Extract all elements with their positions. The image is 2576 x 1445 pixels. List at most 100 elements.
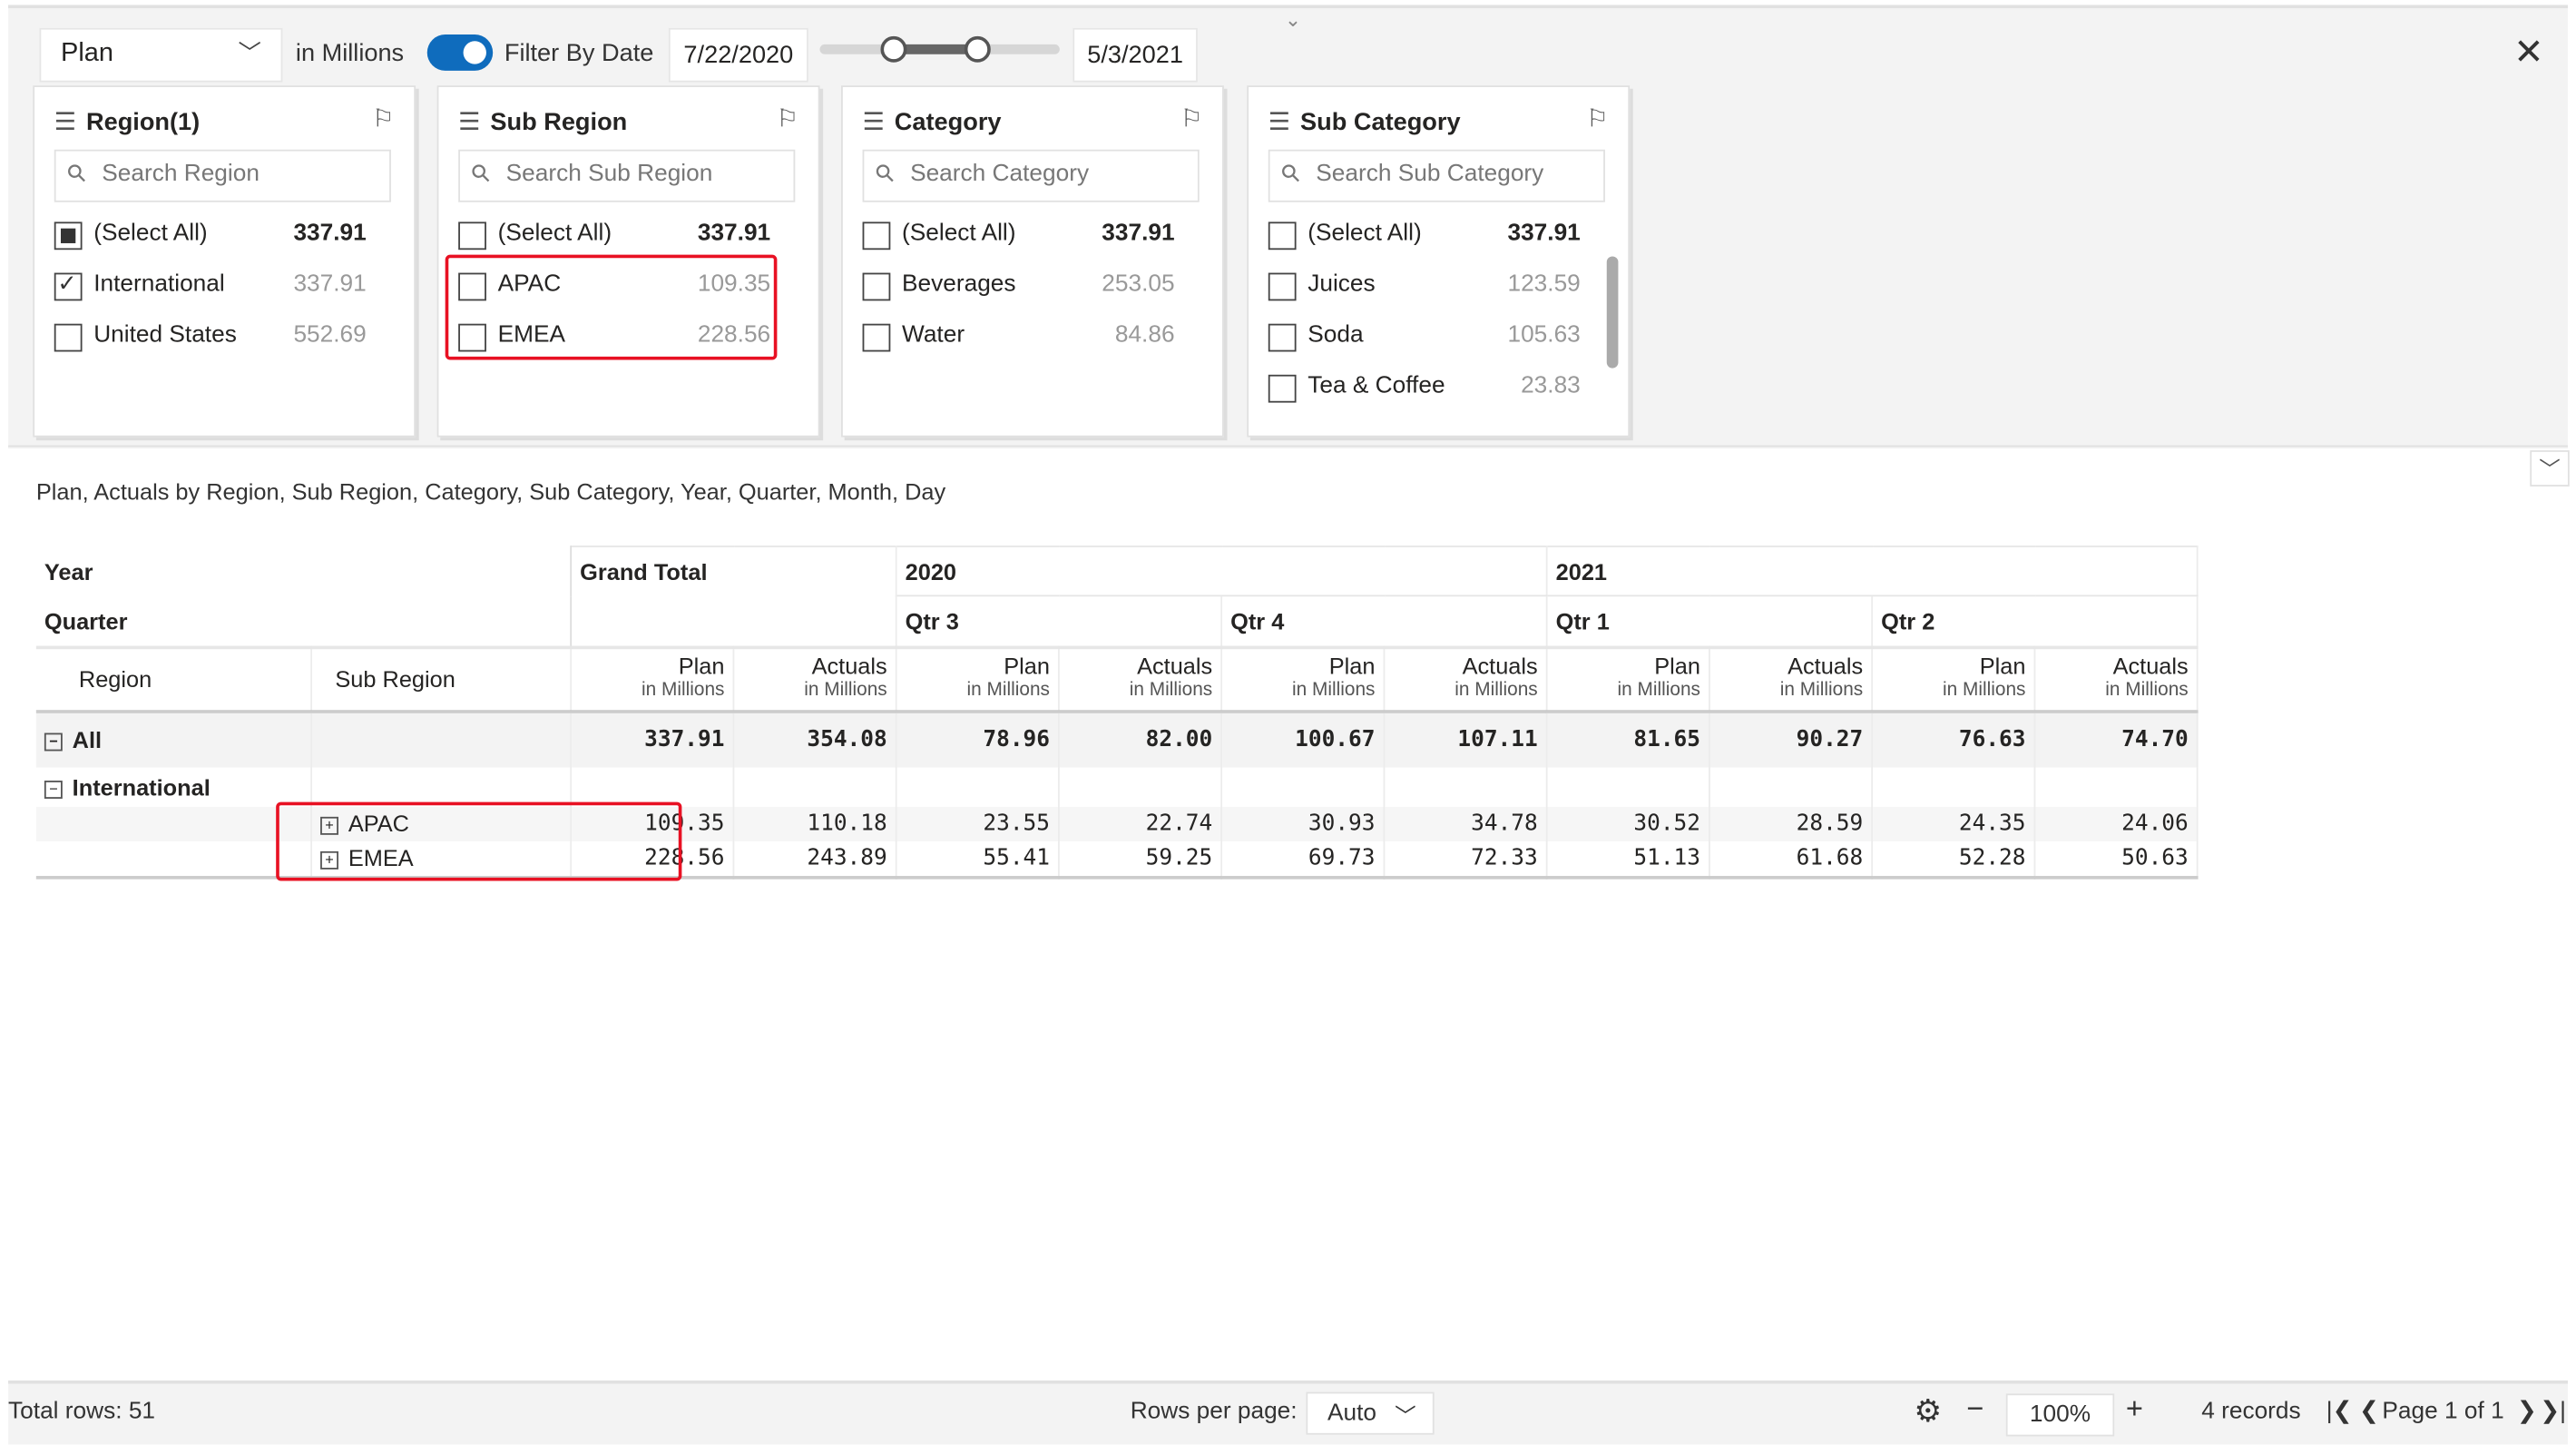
checkbox[interactable] — [54, 323, 83, 352]
slicer-item-value: 337.91 — [293, 270, 367, 298]
slicer-item-label: Soda — [1308, 321, 1364, 349]
date-range-slider[interactable] — [819, 35, 1060, 63]
checkbox[interactable] — [1268, 221, 1297, 251]
flag-icon[interactable]: ⚐ — [776, 104, 798, 133]
checkbox[interactable] — [1268, 374, 1297, 403]
matrix-table: Year Grand Total 2020 2021 Quarter Qtr 3… — [35, 546, 2199, 879]
measure-header[interactable]: Plan in Millions — [1872, 646, 2036, 712]
measure-header[interactable]: Actuals in Millions — [1709, 646, 1874, 712]
slicer-item-label: Tea & Coffee — [1308, 373, 1445, 399]
slicer-item[interactable]: (Select All) 337.91 — [458, 217, 770, 256]
subregion-cell — [311, 711, 573, 767]
value-cell — [733, 766, 897, 807]
flag-icon[interactable]: ⚐ — [1180, 104, 1203, 133]
quarter-header: Qtr 4 — [1221, 595, 1548, 647]
chevron-down-icon[interactable]: ﹀ — [2530, 450, 2570, 487]
slicer-item[interactable]: (Select All) 337.91 — [1268, 217, 1581, 256]
collapse-icon[interactable]: − — [44, 780, 63, 799]
measure-dropdown[interactable]: Plan ﹀ — [39, 27, 283, 83]
filter-by-date-toggle[interactable] — [426, 34, 494, 71]
zoom-out-button[interactable]: − — [1966, 1391, 1984, 1425]
slicer-item[interactable]: Beverages 253.05 — [862, 268, 1175, 307]
measure-header[interactable]: Plan in Millions — [1221, 646, 1386, 712]
slicer-item-value: 109.35 — [697, 270, 771, 298]
slicer-item-value: 337.91 — [697, 220, 771, 247]
checkbox[interactable] — [862, 221, 891, 251]
slicer-item[interactable]: Tea & Coffee 23.83 — [1268, 369, 1581, 408]
search-input[interactable]: ⚲ Search Region — [54, 149, 391, 202]
hamburger-menu-icon[interactable]: ☰ — [1268, 108, 1291, 137]
checkbox[interactable] — [54, 270, 83, 301]
checkbox[interactable] — [458, 323, 486, 352]
search-input[interactable]: ⚲ Search Sub Category — [1268, 149, 1605, 202]
slider-start-handle[interactable] — [880, 35, 907, 63]
checkbox[interactable] — [54, 221, 83, 251]
checkbox[interactable] — [458, 221, 486, 251]
scrollbar-thumb[interactable] — [1606, 256, 1619, 369]
checkbox[interactable] — [1268, 323, 1297, 352]
slicer-item[interactable]: (Select All) 337.91 — [54, 217, 367, 256]
flag-icon[interactable]: ⚐ — [1586, 104, 1609, 133]
flag-icon[interactable]: ⚐ — [372, 104, 395, 133]
measure-header[interactable]: Actuals in Millions — [2034, 646, 2199, 712]
first-page-button[interactable]: |❮ — [2326, 1398, 2353, 1425]
slicer-item-value: 123.59 — [1507, 270, 1581, 298]
slicer-item[interactable]: Water 84.86 — [862, 319, 1175, 358]
measure-header[interactable]: Plan in Millions — [896, 646, 1060, 712]
end-date-input[interactable]: 5/3/2021 — [1073, 27, 1198, 83]
settings-gear-icon[interactable]: ⚙ — [1914, 1395, 1943, 1430]
value-cell — [896, 766, 1060, 807]
expand-icon[interactable]: + — [320, 850, 338, 870]
subregion-column-header[interactable]: Sub Region — [311, 646, 573, 712]
search-input[interactable]: ⚲ Search Sub Region — [458, 149, 796, 202]
search-input[interactable]: ⚲ Search Category — [862, 149, 1200, 202]
value-cell: 76.63 — [1872, 711, 2036, 767]
hamburger-menu-icon[interactable]: ☰ — [458, 108, 481, 137]
region-column-header[interactable]: Region — [35, 646, 313, 712]
region-cell: − All — [35, 711, 313, 767]
zoom-level[interactable]: 100% — [2005, 1393, 2115, 1437]
zoom-in-button[interactable]: + — [2125, 1391, 2143, 1425]
rows-per-page-dropdown[interactable]: Auto ﹀ — [1306, 1391, 1435, 1435]
checkbox[interactable] — [862, 323, 891, 352]
slicer-item[interactable]: International 337.91 — [54, 268, 367, 307]
value-cell — [1384, 766, 1548, 807]
value-cell: 24.35 — [1872, 806, 2036, 841]
slicer-item[interactable]: United States 552.69 — [54, 319, 367, 358]
measure-header[interactable]: Plan in Millions — [1546, 646, 1710, 712]
slicer-item[interactable]: EMEA 228.56 — [458, 319, 770, 358]
slicer-item[interactable]: Juices 123.59 — [1268, 268, 1581, 307]
measure-header[interactable]: Actuals in Millions — [1384, 646, 1548, 712]
prev-page-button[interactable]: ❮ — [2359, 1398, 2380, 1425]
rows-per-page-label: Rows per page: — [1130, 1398, 1298, 1425]
expand-icon[interactable]: + — [320, 816, 338, 835]
next-page-button[interactable]: ❯ — [2516, 1398, 2537, 1425]
slicer-item[interactable]: Soda 105.63 — [1268, 319, 1581, 358]
search-placeholder: Search Sub Category — [1316, 161, 1544, 188]
slider-end-handle[interactable] — [964, 35, 991, 63]
measure-header[interactable]: Actuals in Millions — [733, 646, 897, 712]
checkbox[interactable] — [862, 272, 891, 301]
last-page-button[interactable]: ❯| — [2540, 1398, 2567, 1425]
close-icon[interactable]: ✕ — [2513, 31, 2544, 73]
measure-unit: in Millions — [1129, 680, 1213, 701]
hamburger-menu-icon[interactable]: ☰ — [862, 108, 885, 137]
double-chevron-down-icon[interactable]: ⌄ — [1284, 8, 1302, 32]
slicer-item[interactable]: APAC 109.35 — [458, 268, 770, 307]
checkbox[interactable] — [458, 272, 486, 301]
measure-name: Actuals — [1788, 652, 1864, 679]
value-cell: 28.59 — [1709, 806, 1874, 841]
value-cell — [1221, 766, 1386, 807]
slicer-item-label: EMEA — [497, 321, 566, 349]
slicer-item[interactable]: (Select All) 337.91 — [862, 217, 1175, 256]
slicer-item-label: (Select All) — [902, 220, 1016, 247]
measure-header[interactable]: Actuals in Millions — [1058, 646, 1223, 712]
page-indicator: Page 1 of 1 — [2382, 1398, 2504, 1425]
checkbox[interactable] — [1268, 272, 1297, 301]
hamburger-menu-icon[interactable]: ☰ — [54, 108, 77, 137]
measure-name: Plan — [1654, 652, 1700, 679]
collapse-icon[interactable]: − — [44, 732, 63, 752]
measure-header[interactable]: Plan in Millions — [571, 646, 735, 712]
start-date-input[interactable]: 7/22/2020 — [668, 27, 808, 83]
measure-unit: in Millions — [966, 680, 1050, 701]
